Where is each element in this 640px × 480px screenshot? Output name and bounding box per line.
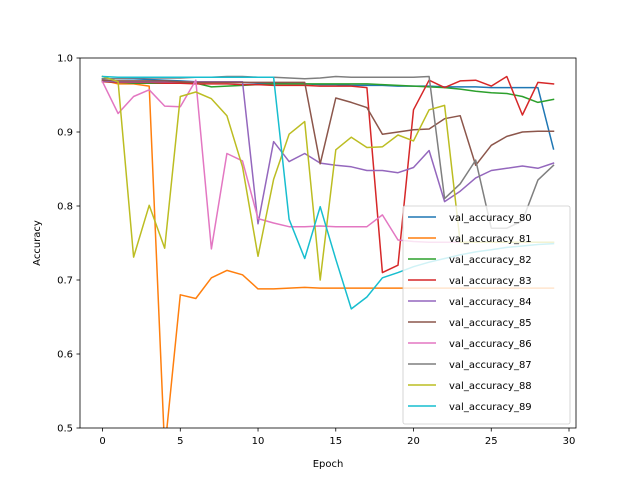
legend-box (402, 205, 571, 425)
y-tick-label: 0.8 (57, 202, 73, 213)
legend-label-val_accuracy_80: val_accuracy_80 (449, 213, 532, 224)
legend-label-val_accuracy_84: val_accuracy_84 (449, 297, 532, 308)
x-tick-label: 30 (563, 436, 576, 447)
series-line-val_accuracy_85 (101, 79, 555, 167)
x-tick-label: 10 (252, 436, 265, 447)
x-axis-ticks: 0 5 10 15 20 25 30 (99, 428, 575, 447)
series-line-val_accuracy_83 (101, 75, 555, 274)
x-tick-label: 15 (329, 436, 342, 447)
x-tick-label: 25 (485, 436, 498, 447)
legend: val_accuracy_80 val_accuracy_81 val_accura… (402, 205, 571, 425)
y-tick-label: 0.5 (57, 424, 73, 435)
legend-label-val_accuracy_88: val_accuracy_88 (449, 381, 532, 392)
legend-label-val_accuracy_82: val_accuracy_82 (449, 255, 532, 266)
plot-frame (79, 57, 577, 429)
legend-label-val_accuracy_85: val_accuracy_85 (449, 318, 532, 329)
legend-label-val_accuracy_86: val_accuracy_86 (449, 339, 532, 350)
legend-label-val_accuracy_89: val_accuracy_89 (449, 402, 532, 413)
legend-label-val_accuracy_81: val_accuracy_81 (449, 234, 532, 245)
y-tick-label: 0.6 (57, 350, 73, 361)
x-tick-label: 0 (99, 436, 105, 447)
legend-label-val_accuracy_87: val_accuracy_87 (449, 360, 532, 371)
y-axis-label: Accuracy (32, 220, 43, 266)
series-line-val_accuracy_87 (101, 75, 555, 229)
y-tick-label: 0.7 (57, 276, 73, 287)
y-tick-label: 1.0 (57, 54, 73, 65)
legend-label-val_accuracy_83: val_accuracy_83 (449, 276, 532, 287)
x-tick-label: 20 (407, 436, 420, 447)
y-axis-ticks: 0.5 0.6 0.7 0.8 0.9 1.0 (57, 54, 80, 435)
x-tick-label: 5 (177, 436, 183, 447)
y-tick-label: 0.9 (57, 128, 73, 139)
x-axis-label: Epoch (313, 459, 344, 470)
